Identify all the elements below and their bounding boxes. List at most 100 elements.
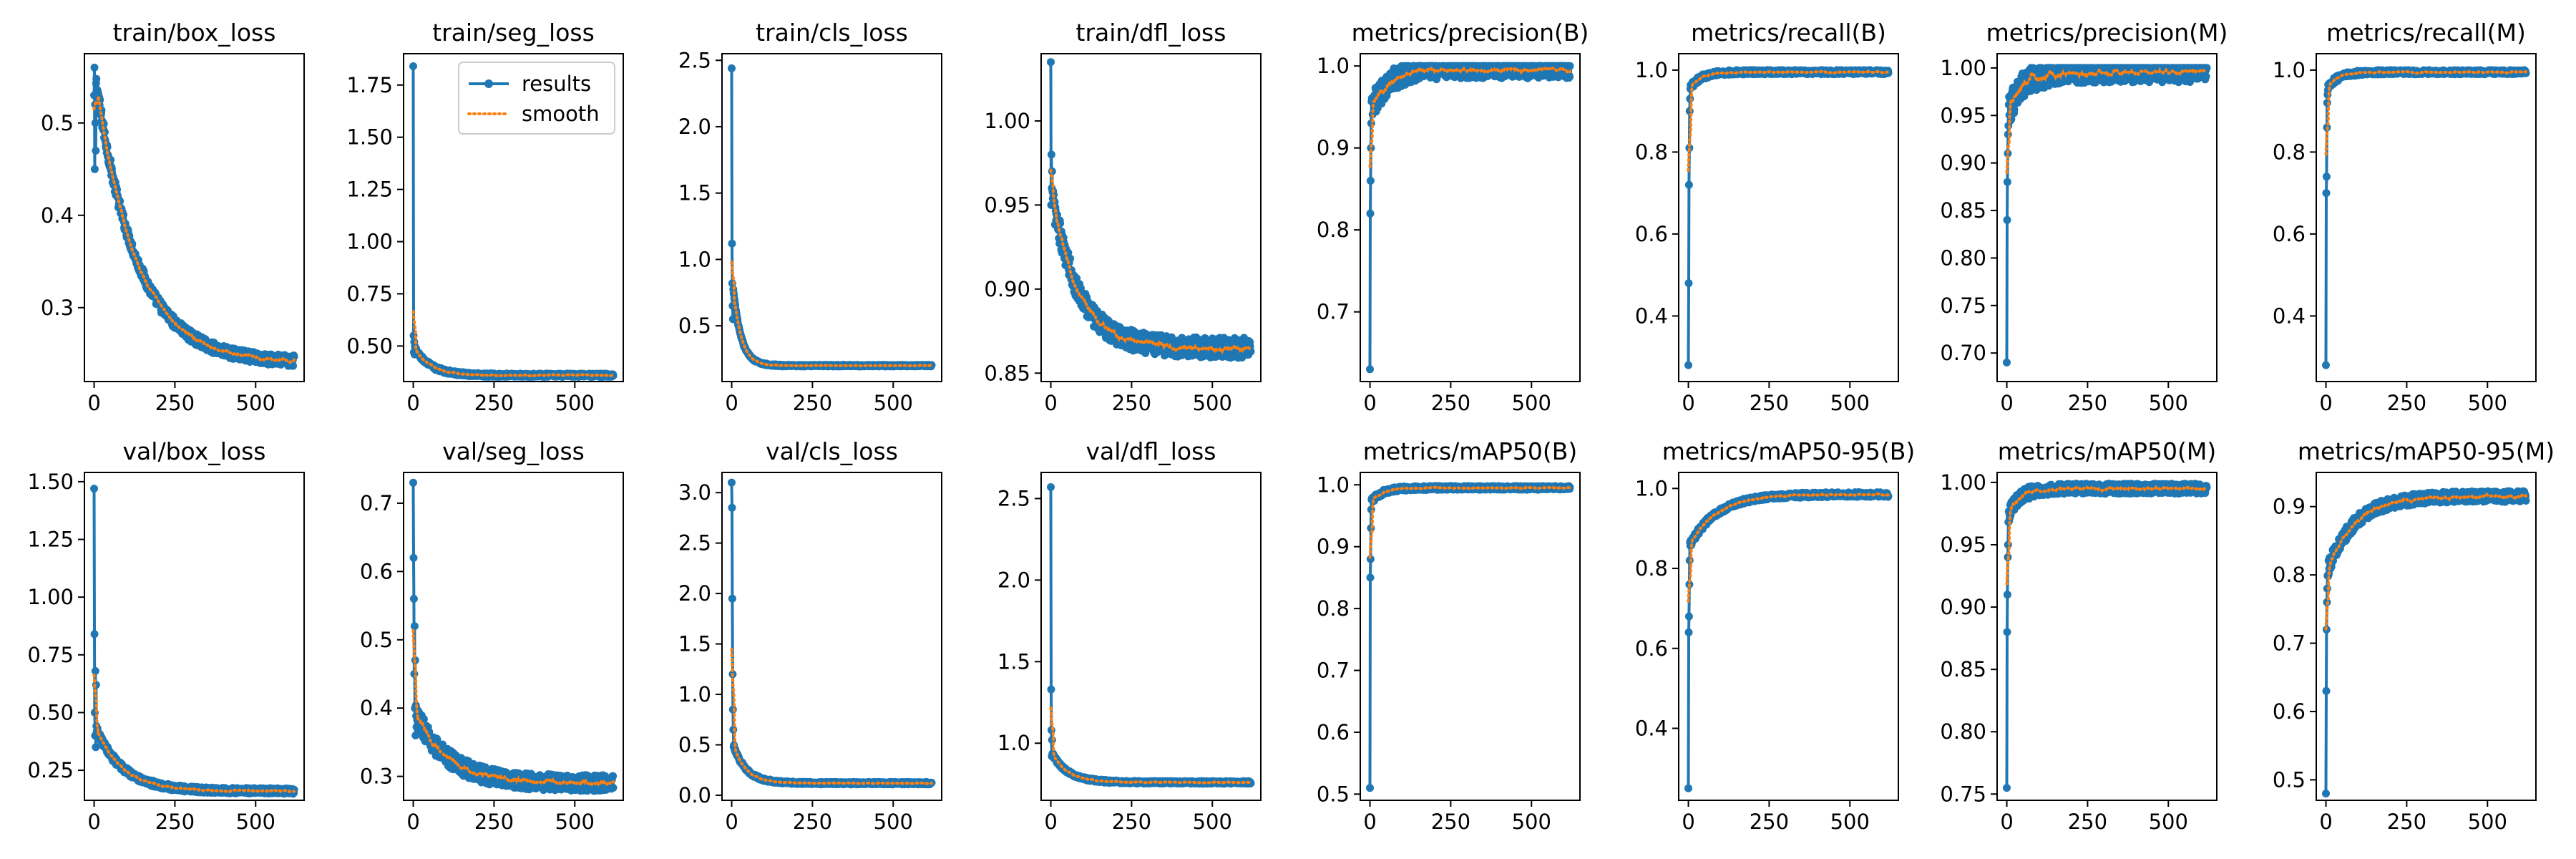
results-point <box>92 147 100 155</box>
y-tick-label: 0.95 <box>984 193 1030 217</box>
results-point <box>728 239 736 248</box>
x-tick-label: 500 <box>236 391 275 415</box>
y-tick-label: 0.75 <box>1940 293 1986 318</box>
y-tick-label: 1.00 <box>346 230 393 254</box>
y-tick-label: 0.6 <box>1635 222 1668 246</box>
legend: results smooth <box>458 62 615 135</box>
x-tick-label: 0 <box>1682 391 1694 415</box>
smooth-series-line <box>411 310 615 378</box>
x-tick-label: 0 <box>2000 391 2013 415</box>
results-point <box>1684 180 1693 189</box>
x-tick-label: 250 <box>1431 391 1470 415</box>
axes-frame <box>403 53 624 382</box>
axes-frame <box>721 53 942 382</box>
smooth-series-line <box>2005 66 2208 174</box>
results-point <box>90 63 99 72</box>
y-tick-label: 0.4 <box>1635 304 1668 328</box>
y-tick-label: 0.90 <box>1940 151 1986 175</box>
plot-area <box>728 64 936 371</box>
plot-area <box>1366 62 1574 374</box>
results-point <box>409 62 417 70</box>
results-point <box>728 64 736 72</box>
results-point <box>92 74 101 83</box>
x-tick-label: 500 <box>1193 391 1232 415</box>
y-tick-label: 0.7 <box>1317 300 1350 324</box>
y-tick-label: 1.0 <box>1635 58 1668 82</box>
y-tick-label: 0.90 <box>984 277 1030 301</box>
x-tick-label: 0 <box>1363 391 1376 415</box>
chart-panel-metrics-precision-b: metrics/precision(B) 0 250 500 0.7 0.8 0.9 1.0 <box>1317 19 1589 415</box>
y-tick-label: 1.50 <box>346 125 393 150</box>
axes-frame <box>1360 53 1581 382</box>
y-tick-label: 0.80 <box>1940 246 1986 270</box>
x-tick-label: 0 <box>725 391 738 415</box>
y-tick-label: 0.9 <box>1317 136 1350 160</box>
axes-frame <box>1996 53 2218 382</box>
plot-area <box>2322 66 2530 369</box>
x-tick-label: 250 <box>1112 391 1151 415</box>
plot-area <box>1047 58 1255 362</box>
legend-results-marker <box>484 79 493 88</box>
x-tick-label: 500 <box>555 391 595 415</box>
legend-smooth-label: smooth <box>522 102 600 126</box>
y-tick-label: 1.00 <box>1940 56 1986 80</box>
axes-frame <box>1678 53 1899 382</box>
x-tick-label: 500 <box>1512 391 1551 415</box>
x-tick-label: 250 <box>793 391 832 415</box>
y-tick-label: 2.5 <box>678 48 711 72</box>
results-point <box>2322 189 2331 198</box>
smooth-series-line <box>1687 69 1890 173</box>
y-tick-label: 0.50 <box>346 334 393 358</box>
x-tick-label: 0 <box>1044 391 1057 415</box>
results-point <box>1684 361 1692 369</box>
panel-title: metrics/precision(B) <box>1352 19 1589 47</box>
results-point <box>90 165 99 173</box>
legend-results-label: results <box>522 72 591 96</box>
results-point <box>2003 178 2011 186</box>
plot-area <box>2003 64 2211 367</box>
y-tick-label: 0.4 <box>41 203 74 228</box>
panel-title: train/seg_loss <box>432 19 595 47</box>
y-tick-label: 0.70 <box>1940 341 1986 365</box>
results-point <box>1684 279 1693 288</box>
results-point <box>1047 58 1055 67</box>
smooth-series-line <box>1368 64 1571 168</box>
plot-area <box>1684 66 1893 369</box>
y-tick-label: 1.0 <box>1317 54 1350 78</box>
plot-area <box>409 62 618 382</box>
smooth-series-line <box>730 261 933 368</box>
y-tick-label: 2.0 <box>678 115 711 139</box>
y-tick-label: 0.8 <box>1317 218 1350 242</box>
results-point <box>1366 209 1375 218</box>
results-point <box>290 352 298 361</box>
panel-title: metrics/recall(B) <box>1691 19 1886 47</box>
results-point <box>1047 150 1055 159</box>
y-tick-label: 0.85 <box>984 361 1030 385</box>
chart-panel-metrics-precision-m: metrics/precision(M)0 250 5000.700.750.800… <box>1940 19 2228 415</box>
y-tick-label: 1.0 <box>678 247 711 271</box>
axes-frame <box>84 53 305 382</box>
results-point <box>91 119 99 127</box>
plot-area <box>90 63 298 370</box>
results-point <box>2322 173 2331 181</box>
results-point <box>2322 361 2330 369</box>
panel-title: metrics/recall(M) <box>2326 19 2526 47</box>
y-tick-label: 1.00 <box>984 109 1030 133</box>
y-tick-label: 0.95 <box>1940 103 1986 127</box>
axes-frame <box>1040 53 1262 382</box>
smooth-series-line <box>92 95 296 364</box>
results-point <box>1566 72 1574 81</box>
x-tick-label: 0 <box>87 391 100 415</box>
y-tick-label: 0.8 <box>1635 140 1668 164</box>
x-tick-label: 500 <box>874 391 913 415</box>
panel-title: train/dfl_loss <box>1076 19 1226 47</box>
smooth-series-line <box>1049 168 1252 354</box>
x-tick-label: 250 <box>2068 391 2107 415</box>
y-tick-label: 1.25 <box>346 178 393 202</box>
chart-panel-train-dfl-loss: train/dfl_loss 0 250 500 0.85 0.90 0.95 1.00 <box>984 19 1262 415</box>
